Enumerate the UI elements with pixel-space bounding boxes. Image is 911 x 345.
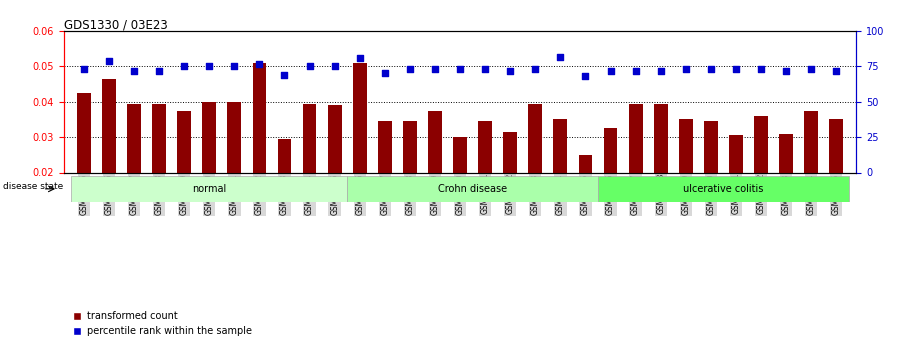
Point [227,63,241,69]
Bar [328,105,342,243]
Bar [679,119,692,243]
Point [553,54,568,59]
Bar [629,104,642,243]
Bar [302,104,316,243]
Point [729,67,743,72]
Bar [804,111,818,243]
Point [478,67,493,72]
Bar [779,134,793,243]
Point [703,67,718,72]
Bar [178,111,191,243]
Point [202,63,217,69]
Bar [578,155,592,243]
Bar [453,137,467,243]
Point [403,67,417,72]
Point [804,67,818,72]
Text: Crohn disease: Crohn disease [438,184,507,194]
Bar [378,121,392,243]
Bar [228,102,241,243]
Point [252,61,267,66]
Point [427,67,442,72]
Bar [403,121,417,243]
Point [503,68,517,73]
Point [578,73,593,79]
Text: ulcerative colitis: ulcerative colitis [683,184,763,194]
Bar [503,132,517,243]
Bar [347,176,598,202]
Point [528,67,543,72]
Bar [202,102,216,243]
Point [829,68,844,73]
Point [779,68,793,73]
Bar [554,119,568,243]
Bar [128,104,141,243]
Bar [278,139,292,243]
Point [377,71,392,76]
Bar [829,119,844,243]
Point [127,68,141,73]
Point [753,67,768,72]
Point [453,67,467,72]
Bar [754,116,768,243]
Point [353,55,367,61]
Bar [102,79,116,243]
Bar [528,104,542,243]
Bar [152,104,166,243]
Bar [604,128,618,243]
Bar [704,121,718,243]
Bar [478,121,492,243]
Point [327,63,342,69]
Point [679,67,693,72]
Point [302,63,317,69]
Bar [252,63,266,243]
Bar [729,135,742,243]
Point [177,63,191,69]
Text: normal: normal [192,184,226,194]
Point [629,68,643,73]
Point [152,68,167,73]
Point [77,67,91,72]
Bar [71,176,347,202]
Bar [428,111,442,243]
Text: disease state: disease state [3,182,63,191]
Bar [598,176,849,202]
Bar [77,93,91,243]
Text: GDS1330 / 03E23: GDS1330 / 03E23 [64,18,168,31]
Point [277,72,292,78]
Bar [654,104,668,243]
Legend: transformed count, percentile rank within the sample: transformed count, percentile rank withi… [68,307,256,340]
Bar [353,63,366,243]
Point [603,68,618,73]
Point [102,58,117,63]
Point [653,68,668,73]
